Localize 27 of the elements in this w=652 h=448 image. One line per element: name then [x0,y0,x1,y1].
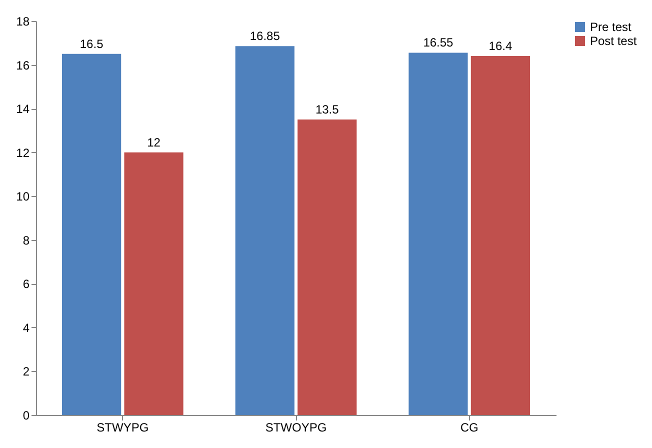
y-tick-label: 12 [16,146,30,160]
legend-label: Pre test [590,20,632,34]
bar [124,152,184,415]
y-tick-label: 4 [22,320,30,335]
data-label: 16.85 [250,29,280,44]
y-tick-label: 6 [22,277,30,292]
data-label: 16.5 [80,36,104,51]
y-tick-label: 14 [16,102,30,116]
x-tick-label: STWYPG [96,420,149,434]
x-tick-label: STWOYPG [265,420,327,434]
bar [298,120,357,415]
y-tick-label: 2 [22,364,30,379]
data-label: 12 [147,135,161,150]
legend-label: Post test [590,34,638,48]
data-label: 16.55 [423,36,454,50]
y-tick-label: 18 [16,14,30,28]
x-tick-label: CG [460,420,478,434]
data-label: 16.4 [488,39,512,54]
y-tick-label: 0 [22,408,30,422]
bar [470,56,530,415]
y-tick-label: 8 [22,233,30,248]
bar [235,46,294,415]
bar [62,54,122,415]
bar [408,52,468,415]
y-tick-label: 16 [16,58,30,72]
data-label: 13.5 [315,102,340,116]
y-tick-label: 10 [16,190,30,204]
